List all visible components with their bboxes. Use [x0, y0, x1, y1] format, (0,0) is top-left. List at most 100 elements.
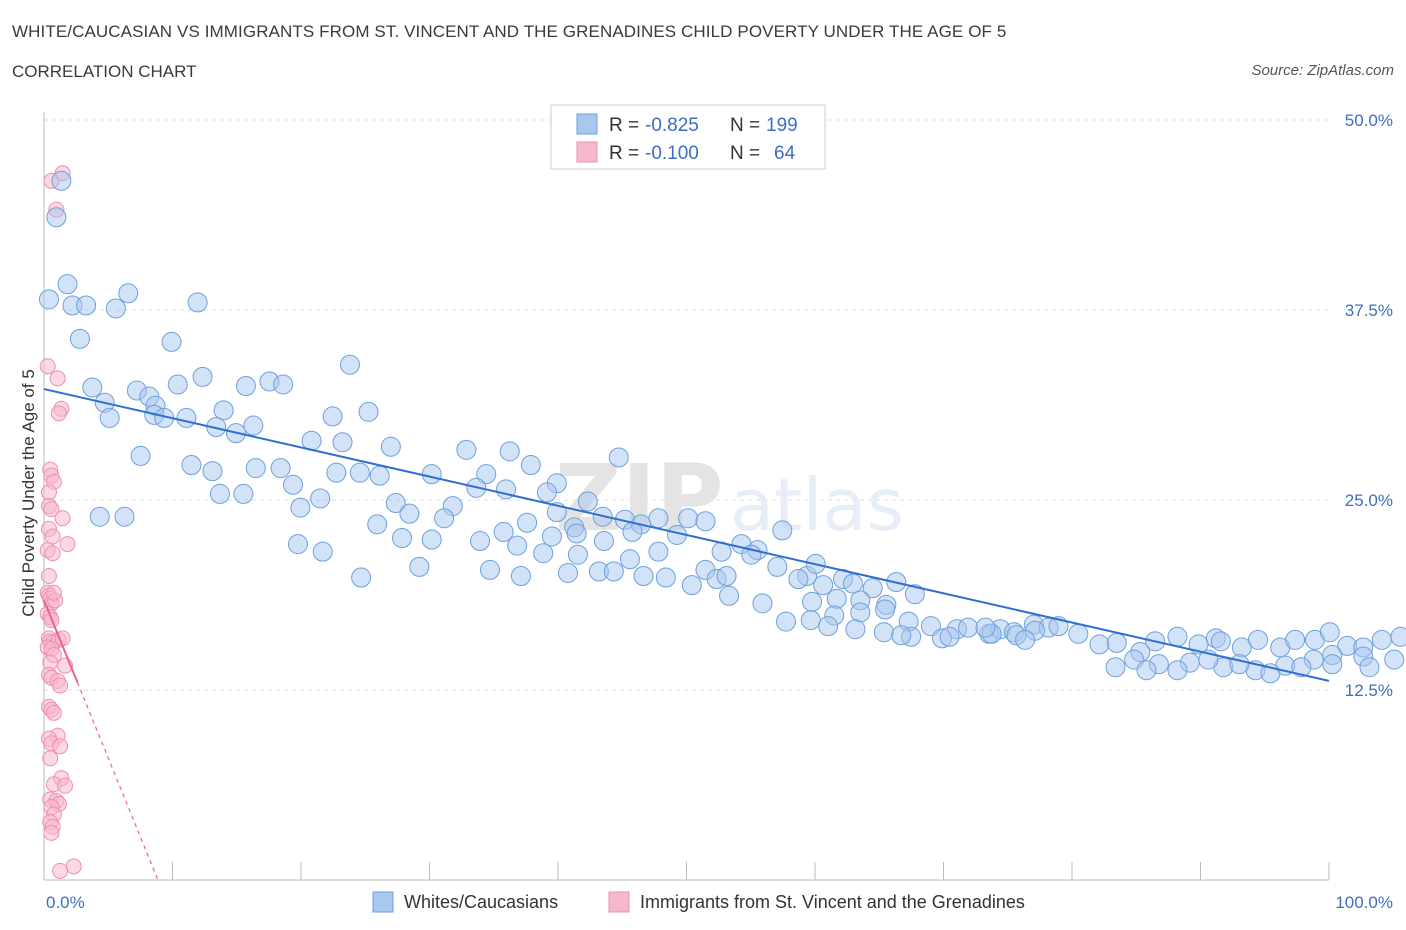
point-whites-150 — [975, 617, 996, 638]
point-whites-65 — [367, 514, 388, 535]
point-whites-76 — [541, 526, 562, 547]
legend-n-label-whites: N = — [730, 115, 760, 136]
gridlines — [44, 119, 1329, 691]
legend-r-value-whites: -0.825 — [645, 115, 699, 136]
y-tick-labels: 12.5% 25.0% 37.5% 50.0% — [1345, 111, 1393, 700]
point-whites-152 — [1068, 623, 1089, 644]
point-whites-50 — [282, 474, 303, 495]
y-tick-label-0: 12.5% — [1345, 681, 1393, 700]
point-whites-46 — [476, 464, 497, 485]
point-whites-83 — [312, 541, 333, 562]
bottom-legend-swatch-whites — [372, 891, 394, 913]
point-whites-112 — [788, 569, 809, 590]
point-whites-89 — [567, 544, 588, 565]
x-tick-labels: 0.0% 100.0% — [46, 893, 1393, 912]
point-immigrants-4 — [49, 370, 66, 387]
point-whites-108 — [681, 575, 702, 596]
point-whites-115 — [842, 573, 863, 594]
point-whites-37 — [130, 445, 151, 466]
point-whites-124 — [752, 593, 773, 614]
series-immigrants-points — [39, 165, 82, 879]
point-whites-147 — [845, 619, 866, 640]
point-whites-33 — [332, 432, 353, 453]
point-whites-62 — [89, 506, 110, 527]
point-whites-100 — [409, 556, 430, 577]
point-whites-22 — [192, 366, 213, 387]
point-whites-82 — [287, 534, 308, 555]
point-whites-30 — [322, 406, 343, 427]
point-whites-84 — [391, 528, 412, 548]
legend-swatch-immigrants — [576, 141, 598, 163]
point-whites-64 — [290, 497, 311, 518]
series-whites-points — [38, 170, 1406, 684]
point-whites-91 — [648, 541, 669, 562]
legend-swatch-whites — [576, 113, 598, 135]
trend-line-immigrants-extension — [76, 682, 159, 881]
trend-lines — [43, 388, 1330, 881]
point-whites-75 — [493, 521, 514, 542]
point-immigrants-41 — [52, 677, 69, 694]
point-whites-187 — [1229, 654, 1250, 675]
point-whites-81 — [772, 520, 793, 541]
point-whites-55 — [385, 493, 406, 514]
legend-n-value-whites: 199 — [766, 115, 798, 136]
point-immigrants-10 — [40, 484, 57, 501]
point-whites-85 — [421, 529, 442, 550]
point-whites-90 — [619, 549, 640, 570]
point-whites-151 — [1015, 629, 1036, 650]
point-immigrants-19 — [40, 568, 57, 584]
point-whites-60 — [577, 491, 598, 512]
trend-line-immigrants — [43, 599, 79, 683]
point-whites-78 — [593, 531, 614, 552]
point-whites-154 — [1106, 632, 1127, 653]
point-whites-52 — [209, 483, 230, 504]
point-whites-39 — [202, 461, 223, 482]
point-whites-101 — [479, 559, 500, 580]
point-whites-153 — [1089, 634, 1110, 655]
point-whites-44 — [369, 465, 390, 486]
point-whites-79 — [622, 521, 643, 542]
point-whites-38 — [181, 455, 202, 476]
point-immigrants-16 — [59, 536, 76, 553]
point-whites-125 — [776, 611, 797, 632]
point-immigrants-15 — [44, 528, 61, 545]
legend-n-label-immigrants: N = — [730, 143, 760, 164]
point-immigrants-13 — [54, 510, 71, 527]
point-whites-148 — [891, 625, 912, 646]
point-whites-189 — [1291, 657, 1312, 678]
point-whites-59 — [536, 482, 557, 503]
point-whites-119 — [802, 591, 823, 612]
point-whites-113 — [813, 575, 834, 596]
chart-subtitle: CORRELATION CHART — [12, 62, 197, 81]
point-whites-1 — [46, 207, 67, 228]
point-whites-42 — [326, 462, 347, 483]
point-whites-106 — [633, 566, 654, 586]
point-whites-47 — [520, 455, 541, 476]
point-whites-23 — [213, 400, 234, 421]
point-whites-20 — [167, 374, 188, 395]
point-whites-87 — [507, 535, 528, 556]
point-whites-96 — [767, 556, 788, 577]
point-whites-14 — [99, 407, 120, 428]
chart-title: WHITE/CAUCASIAN VS IMMIGRANTS FROM ST. V… — [12, 22, 1007, 41]
point-whites-86 — [470, 531, 491, 552]
point-whites-129 — [875, 599, 896, 620]
point-whites-185 — [1167, 660, 1188, 681]
point-whites-126 — [800, 610, 821, 631]
bottom-legend-swatch-immigrants — [608, 891, 630, 913]
point-whites-2 — [38, 289, 59, 310]
point-whites-49 — [608, 447, 629, 468]
point-whites-164 — [1285, 629, 1306, 650]
point-whites-170 — [1390, 626, 1406, 647]
point-whites-34 — [380, 436, 401, 457]
point-immigrants-60 — [43, 824, 60, 841]
point-whites-183 — [1105, 657, 1126, 678]
point-whites-77 — [566, 523, 587, 544]
point-immigrants-48 — [52, 738, 69, 755]
point-whites-7 — [118, 283, 139, 304]
point-whites-162 — [1247, 629, 1268, 650]
legend-r-label-immigrants: R = — [609, 143, 639, 164]
legend-r-label-whites: R = — [609, 115, 639, 136]
point-whites-5 — [76, 295, 97, 316]
